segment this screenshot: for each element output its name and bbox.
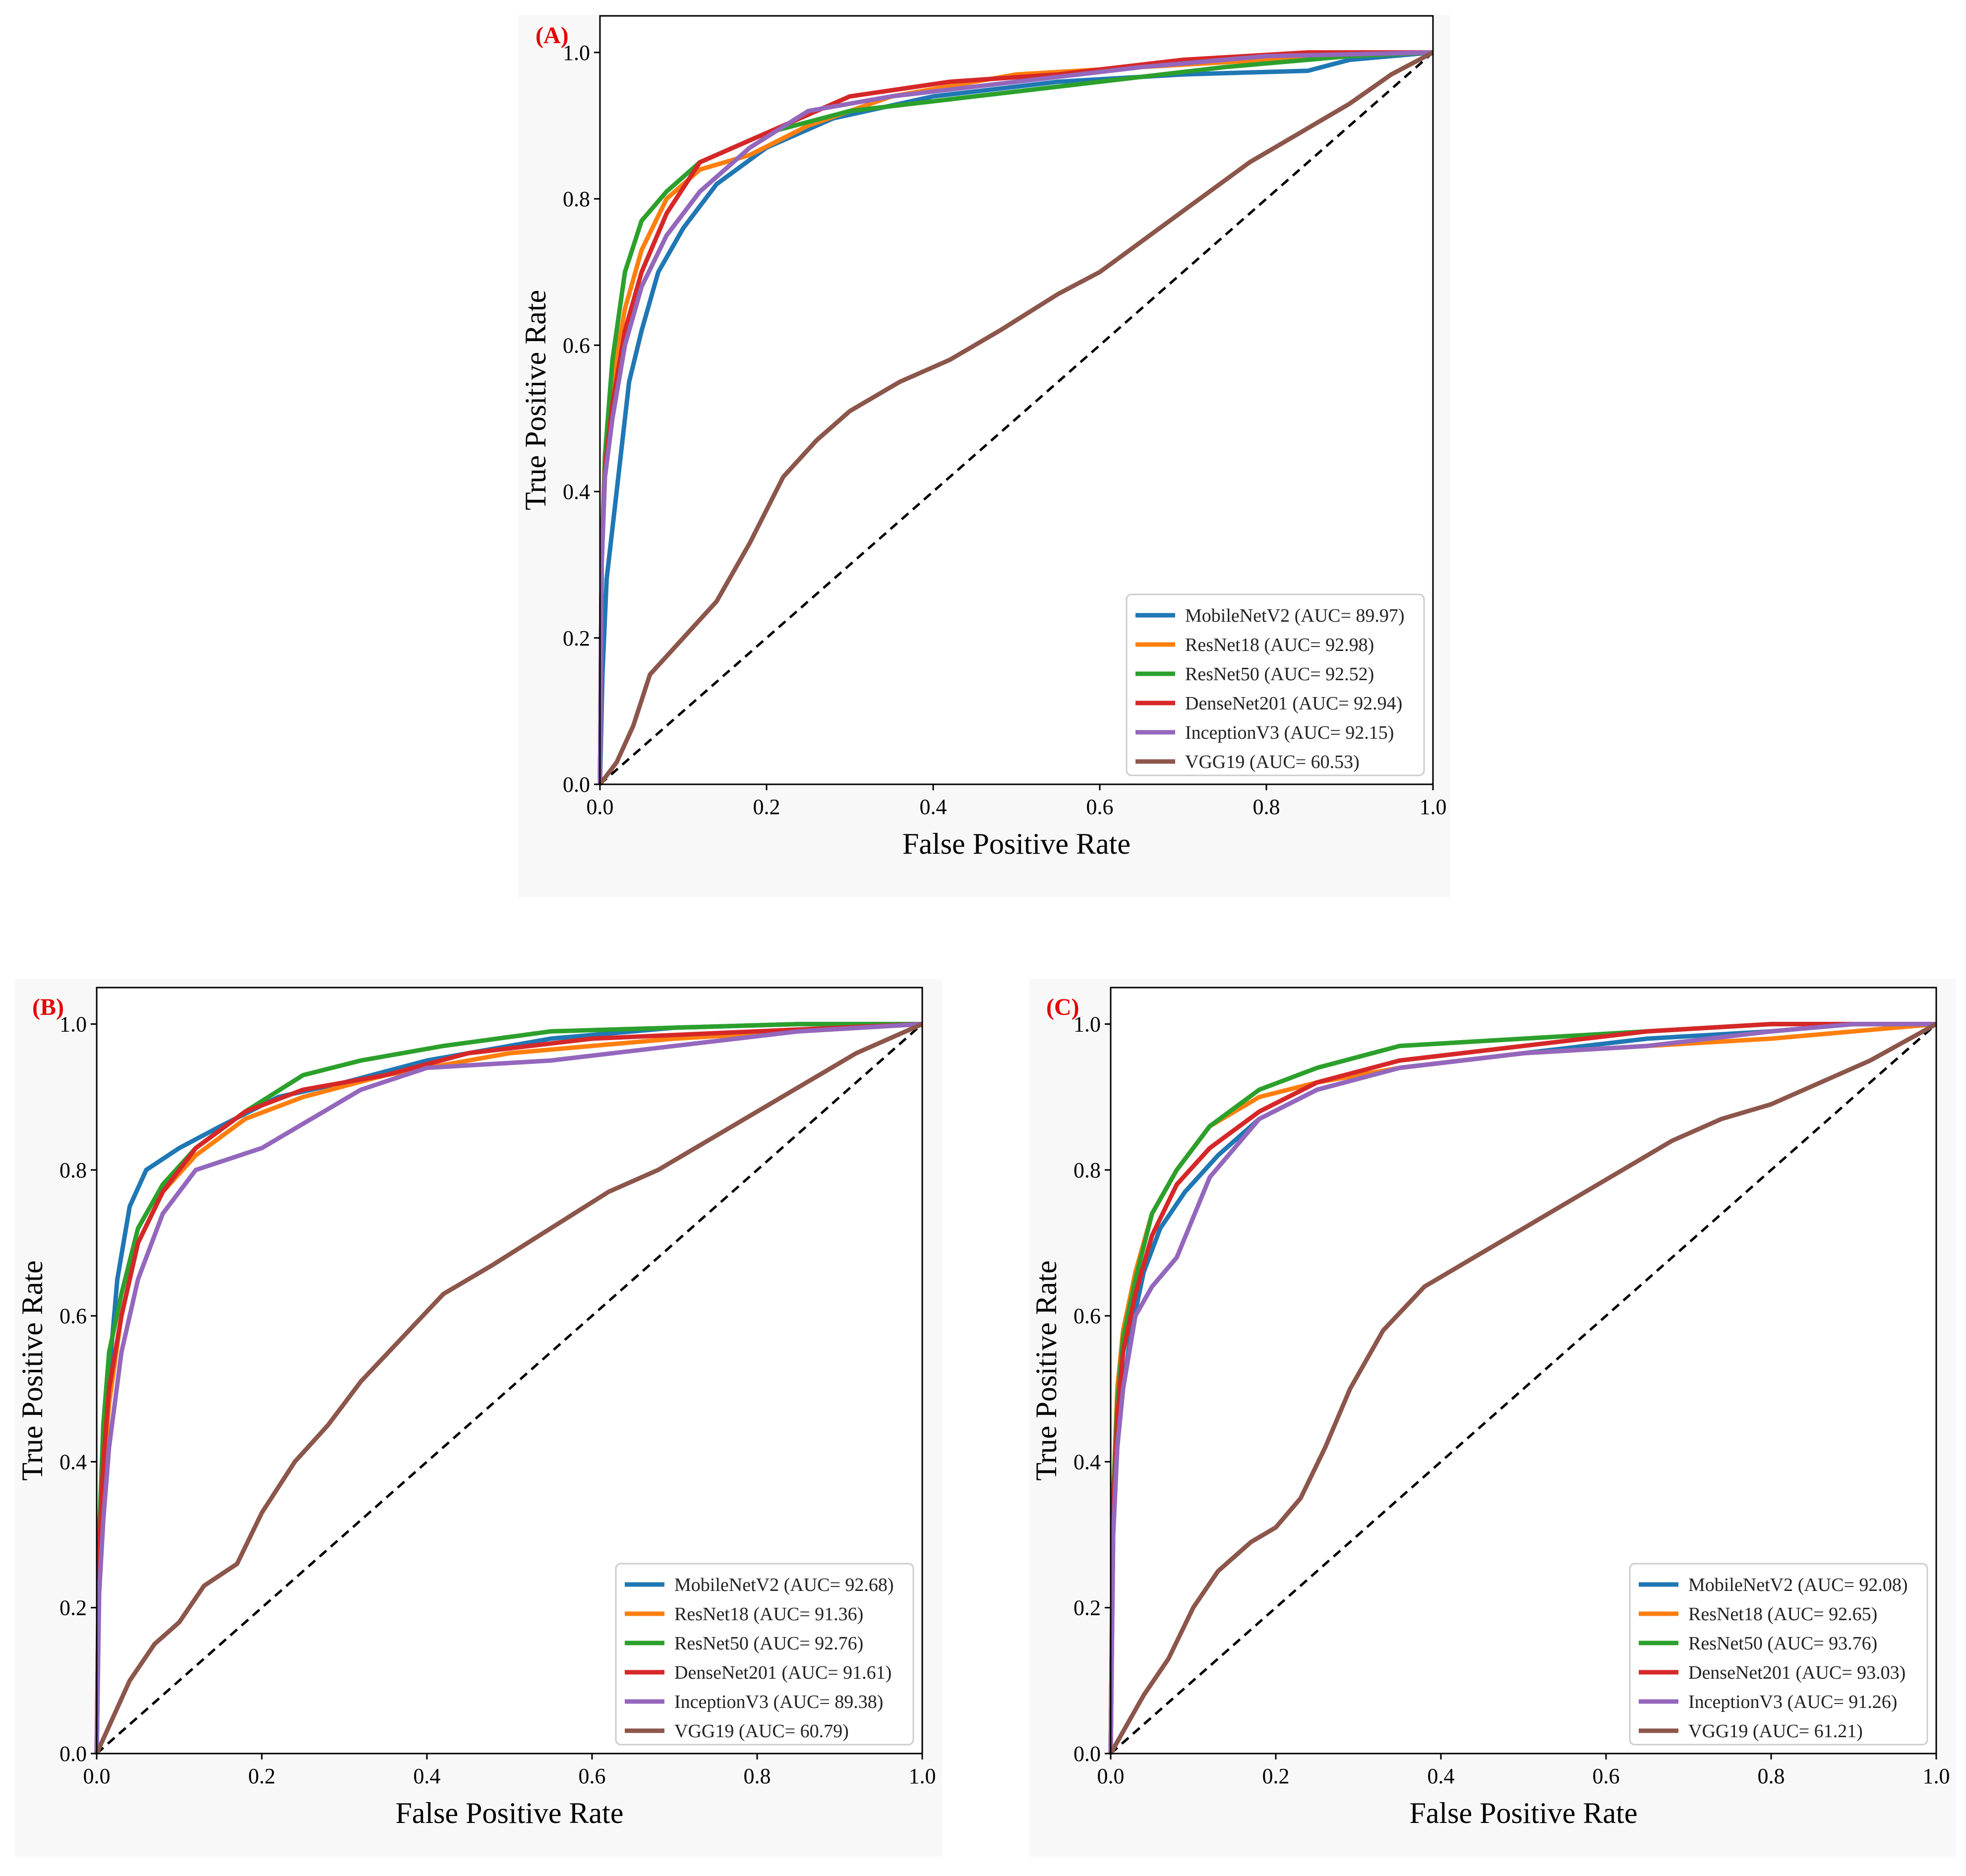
y-tick-label: 0.6 [60,1304,87,1328]
x-axis-label: False Positive Rate [396,1797,624,1829]
roc-line-inceptionv3 [1108,1022,1936,1754]
axes-frame [1110,987,1937,1755]
diagonal-reference-line [96,1023,923,1755]
roc-line-vgg19 [94,1022,923,1755]
x-tick-label: 0.6 [579,1764,606,1788]
y-tick-label: 1.0 [60,1012,87,1037]
x-tick-label: 0.8 [744,1764,771,1788]
y-tick-label: 0.8 [60,1158,87,1182]
legend-entry-inceptionv3: InceptionV3 (AUC= 89.38) [674,1692,883,1712]
panel-label: (A) [536,22,569,49]
axes-frame [96,987,923,1755]
roc-line-vgg19 [1109,1022,1938,1755]
x-tick-label: 0.2 [753,795,780,819]
y-tick-label: 0.2 [1073,1596,1101,1620]
x-tick-label: 0.0 [83,1764,111,1788]
legend-box [615,1563,914,1746]
y-axis-label: True Positive Rate [1030,1260,1063,1480]
x-tick-label: 0.6 [1593,1764,1620,1788]
panel-label: (B) [32,994,64,1020]
legend-entry-mobilenetv2: MobileNetV2 (AUC= 92.68) [674,1575,894,1595]
y-tick-label: 0.2 [563,626,590,650]
x-tick-label: 0.4 [1428,1764,1455,1788]
roc-line-vgg19 [598,50,1434,786]
panel-c: (C) 0.0 0.2 0.4 0.6 0.8 1.0 0.0 0.2 0.4 0.6 0.8 1.0 F… [1029,979,1956,1857]
y-tick-label: 0.2 [60,1596,87,1620]
legend-box [1126,593,1425,776]
x-tick-label: 0.8 [1758,1764,1785,1788]
x-axis-label: False Positive Rate [902,827,1131,860]
panel-b: (B) 0.0 0.2 0.4 0.6 0.8 1.0 0.0 0.2 0.4 0.6 0.8 1.0 F… [15,979,942,1857]
roc-chart-c: (C) 0.0 0.2 0.4 0.6 0.8 1.0 0.0 0.2 0.4 0.6 0.8 1.0 F… [1030,987,1950,1829]
x-tick-label: 0.0 [587,795,614,819]
diagonal-reference-line [599,51,1434,785]
legend-entry-inceptionv3: InceptionV3 (AUC= 92.15) [1185,722,1394,743]
panel-a: (A) 0.0 0.2 0.4 0.6 0.8 1.0 0.0 0.2 0.4 0.6 0.8 1.0 F… [518,15,1450,897]
roc-chart-a: (A) 0.0 0.2 0.4 0.6 0.8 1.0 0.0 0.2 0.4 0.6 0.8 1.0 F… [519,15,1447,860]
legend-entry-densenet201: DenseNet201 (AUC= 91.61) [674,1662,892,1683]
y-tick-label: 0.6 [563,333,590,357]
axes-frame [599,15,1434,785]
x-tick-label: 1.0 [1923,1764,1950,1788]
legend-entry-densenet201: DenseNet201 (AUC= 92.94) [1185,693,1402,714]
legend-entry-mobilenetv2: MobileNetV2 (AUC= 92.08) [1688,1575,1908,1595]
legend-box [1629,1563,1928,1746]
legend-entry-vgg19: VGG19 (AUC= 61.21) [1688,1721,1863,1742]
y-tick-label: 0.8 [563,187,590,211]
panel-label: (C) [1046,994,1079,1020]
legend-entry-vgg19: VGG19 (AUC= 60.53) [1185,752,1360,772]
y-tick-label: 1.0 [1073,1012,1101,1037]
roc-line-densenet201 [1108,1022,1936,1754]
roc-line-inceptionv3 [597,50,1433,785]
y-tick-label: 0.0 [563,772,590,797]
legend-entry-densenet201: DenseNet201 (AUC= 93.03) [1688,1662,1906,1683]
y-tick-label: 0.4 [563,480,590,504]
x-tick-label: 0.4 [414,1764,441,1788]
x-axis-label: False Positive Rate [1410,1797,1638,1829]
y-tick-label: 0.4 [1073,1450,1101,1474]
y-axis-label: True Positive Rate [16,1260,49,1480]
legend-entry-resnet50: ResNet50 (AUC= 93.76) [1688,1633,1877,1654]
x-tick-label: 0.4 [920,795,947,819]
x-tick-label: 0.6 [1086,795,1114,819]
y-tick-label: 0.6 [1073,1304,1101,1328]
legend-entry-resnet18: ResNet18 (AUC= 92.65) [1688,1604,1877,1625]
x-tick-label: 1.0 [1420,795,1447,819]
y-axis-label: True Positive Rate [519,290,552,510]
legend-entry-resnet18: ResNet18 (AUC= 91.36) [674,1604,863,1625]
legend-entry-resnet50: ResNet50 (AUC= 92.76) [674,1633,863,1654]
roc-line-mobilenetv2 [597,50,1433,785]
y-tick-label: 0.4 [60,1450,87,1474]
x-tick-label: 0.2 [248,1764,276,1788]
legend-entry-resnet18: ResNet18 (AUC= 92.98) [1185,635,1374,655]
roc-chart-b: (B) 0.0 0.2 0.4 0.6 0.8 1.0 0.0 0.2 0.4 0.6 0.8 1.0 F… [16,987,936,1829]
y-tick-label: 0.8 [1073,1158,1101,1182]
x-tick-label: 0.2 [1262,1764,1290,1788]
diagonal-reference-line [1110,1023,1937,1755]
y-tick-label: 1.0 [563,41,590,65]
legend-entry-vgg19: VGG19 (AUC= 60.79) [674,1721,849,1742]
legend-entry-resnet50: ResNet50 (AUC= 92.52) [1185,664,1374,685]
y-tick-label: 0.0 [60,1742,87,1766]
legend-entry-mobilenetv2: MobileNetV2 (AUC= 89.97) [1185,605,1405,626]
x-tick-label: 0.8 [1253,795,1280,819]
y-tick-label: 0.0 [1073,1742,1101,1766]
legend-entry-inceptionv3: InceptionV3 (AUC= 91.26) [1688,1692,1897,1712]
roc-line-densenet201 [94,1022,923,1754]
x-tick-label: 1.0 [909,1764,936,1788]
x-tick-label: 0.0 [1097,1764,1125,1788]
roc-line-inceptionv3 [94,1022,923,1754]
